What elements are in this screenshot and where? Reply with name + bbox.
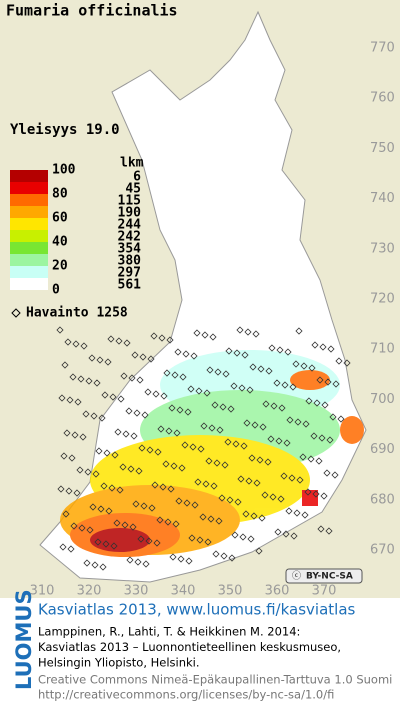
grid-north-label: 720	[370, 292, 395, 307]
citation-line: Helsingin Yliopisto, Helsinki.	[38, 656, 200, 670]
legend-scale-label: 80	[52, 187, 68, 202]
credits-heading: Kasviatlas 2013, www.luomus.fi/kasviatla…	[38, 601, 356, 619]
grid-north-label: 700	[370, 392, 395, 407]
legend-scale-label: 100	[52, 163, 76, 178]
legend-count: 6	[133, 170, 141, 185]
grid-east-label: 340	[171, 584, 196, 599]
grid-north-label: 740	[370, 191, 395, 206]
grid-east-label: 360	[265, 584, 290, 599]
license-line: http://creativecommons.org/licenses/by-n…	[38, 688, 334, 702]
legend-swatch	[10, 230, 48, 242]
grid-north-label: 750	[370, 141, 395, 156]
legend-count: 244	[118, 218, 142, 233]
grid-north-label: 690	[370, 442, 395, 457]
species-title: Fumaria officinalis	[6, 2, 178, 20]
citation-line: Lamppinen, R., Lahti, T. & Heikkinen M. …	[38, 625, 300, 639]
legend-swatch	[10, 218, 48, 230]
grid-north-label: 680	[370, 492, 395, 507]
grid-north-label: 770	[370, 41, 395, 56]
citation-line: Kasviatlas 2013 – Luonnontieteellinen ke…	[38, 640, 341, 654]
grid-north-label: 760	[370, 91, 395, 106]
legend-swatch	[10, 254, 48, 266]
legend-count: 190	[118, 206, 142, 221]
cc-icon: ⓒ	[292, 571, 301, 582]
observation-symbol	[11, 308, 21, 318]
legend-count: 115	[118, 194, 141, 209]
observation-count: Havainto 1258	[26, 306, 128, 321]
count-header: lkm	[120, 156, 144, 171]
legend-count: 380	[118, 254, 142, 269]
license-badge: BY-NC-SA	[306, 572, 353, 582]
legend-swatch	[10, 266, 48, 278]
legend-swatch	[10, 182, 48, 194]
grid-east-label: 320	[77, 584, 102, 599]
legend-count: 561	[118, 278, 142, 293]
grid-east-label: 350	[218, 584, 243, 599]
grid-east-label: 370	[312, 584, 337, 599]
grid-east-label: 310	[30, 584, 55, 599]
legend-scale-label: 20	[52, 259, 68, 274]
logo: LUOMUS	[12, 589, 36, 690]
legend-scale-label: 40	[52, 235, 68, 250]
legend-swatch	[10, 170, 48, 182]
grid-north-label: 730	[370, 241, 395, 256]
legend-count: 45	[125, 182, 141, 197]
grid-north-label: 670	[370, 543, 395, 558]
frequency: Yleisyys 19.0	[10, 122, 120, 138]
legend-swatch	[10, 206, 48, 218]
legend-swatch	[10, 194, 48, 206]
legend-swatch	[10, 242, 48, 254]
observation-markers	[56, 326, 351, 571]
legend-count: 297	[118, 266, 141, 281]
license-line: Creative Commons Nimeä-Epäkaupallinen-Ta…	[38, 673, 392, 687]
grid-north-label: 710	[370, 342, 395, 357]
legend-count: 354	[118, 242, 142, 257]
legend-count: 242	[118, 230, 141, 245]
license-badge-box	[285, 568, 363, 584]
grid-east-label: 330	[124, 584, 149, 599]
legend-scale-label: 0	[52, 283, 60, 298]
legend-swatch	[10, 278, 48, 290]
legend-scale-label: 60	[52, 211, 68, 226]
